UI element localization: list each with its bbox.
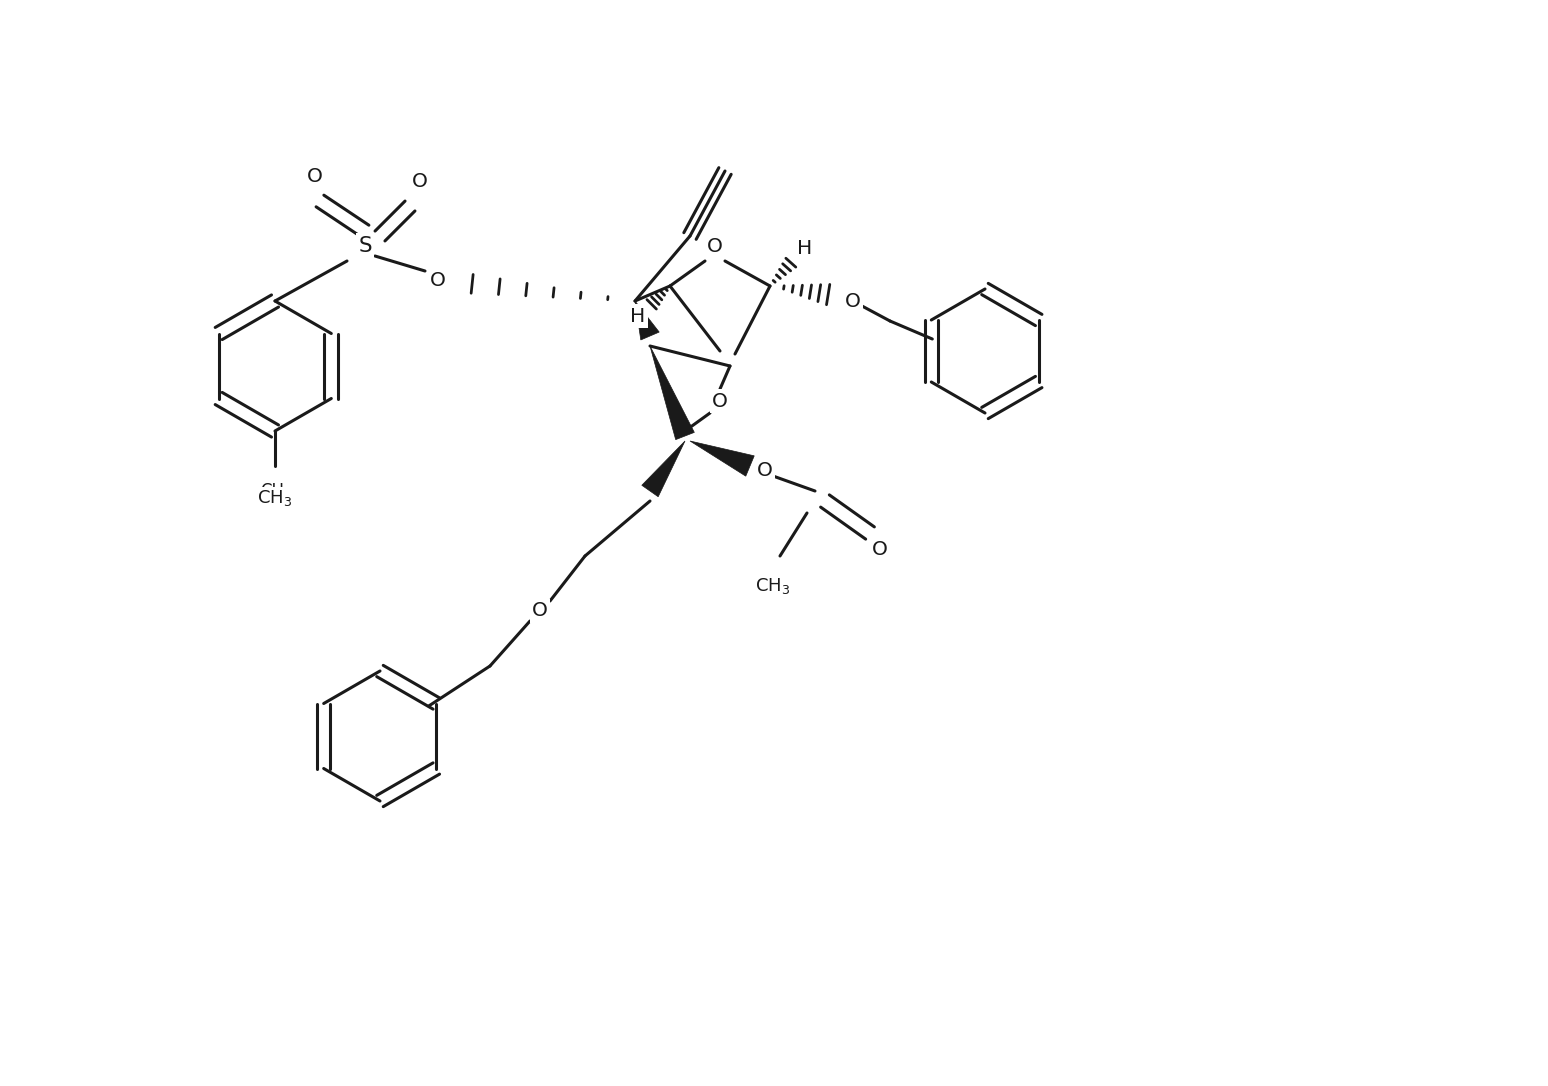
Polygon shape xyxy=(642,441,686,496)
Text: O: O xyxy=(430,272,446,290)
Text: H: H xyxy=(630,306,646,326)
Polygon shape xyxy=(635,301,659,340)
Text: O: O xyxy=(757,462,772,480)
Text: O: O xyxy=(712,391,728,411)
Text: O: O xyxy=(307,166,324,186)
Text: S: S xyxy=(358,236,372,256)
Text: H: H xyxy=(797,239,813,257)
Polygon shape xyxy=(690,441,754,476)
Text: O: O xyxy=(533,602,548,620)
Polygon shape xyxy=(650,346,695,440)
Text: O: O xyxy=(412,172,427,190)
Text: $\rm CH_3$: $\rm CH_3$ xyxy=(257,488,293,508)
Text: O: O xyxy=(872,540,889,558)
Text: O: O xyxy=(707,237,723,255)
Text: CH₃: CH₃ xyxy=(260,482,291,500)
Text: $\rm CH_3$: $\rm CH_3$ xyxy=(755,576,791,596)
Text: O: O xyxy=(845,291,861,311)
